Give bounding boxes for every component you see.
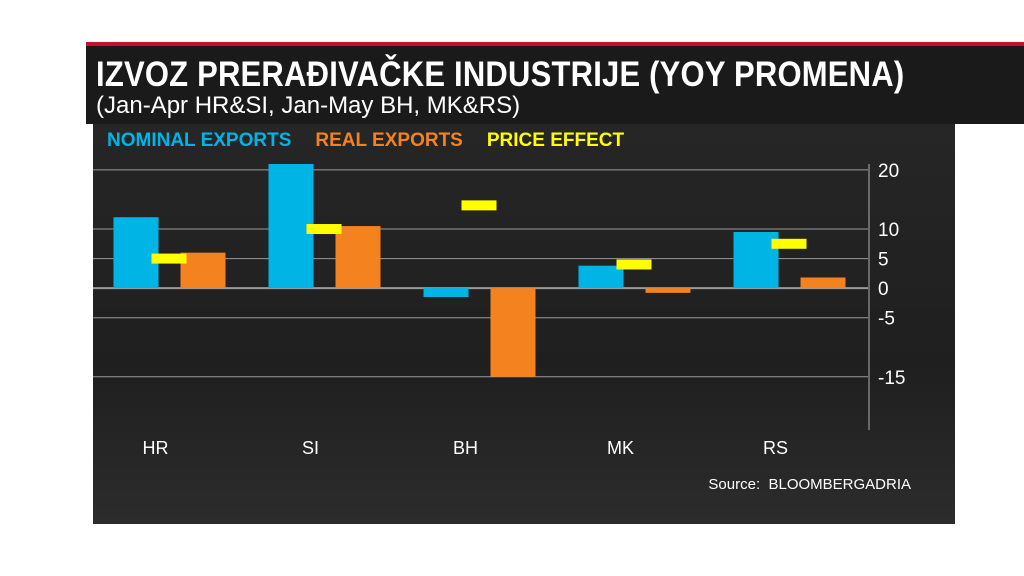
bar-nominal-exports-si [268, 164, 314, 289]
bar-nominal-exports-rs [733, 231, 779, 289]
bar-nominal-exports-bh [423, 288, 469, 297]
x-tick-label-bh: BH [453, 438, 478, 458]
x-tick-label-rs: RS [763, 438, 788, 458]
legend-price-effect: PRICE EFFECT [486, 130, 625, 151]
legend-real-exports: REAL EXPORTS [315, 130, 463, 151]
chart-legend: NOMINAL EXPORTS REAL EXPORTS PRICE EFFEC… [107, 130, 624, 152]
y-tick-label-0: 0 [878, 279, 889, 300]
x-tick-label-hr: HR [143, 438, 169, 458]
marker-price-effect-hr [151, 253, 187, 264]
y-tick-label-neg15: -15 [878, 368, 905, 389]
marker-price-effect-rs [771, 238, 807, 249]
chart-panel: 20 10 5 0 -5 -15 HR SI BH MK RS NOMINAL EXPORTS RE… [93, 124, 955, 524]
source-credit: Source: BLOOMBERGADRIA [708, 476, 911, 493]
y-tick-label-neg5: -5 [878, 309, 895, 330]
chart-subtitle: (Jan-Apr HR&SI, Jan-May BH, MK&RS) [96, 92, 521, 119]
bar-nominal-exports-mk [578, 265, 624, 289]
legend-nominal-exports: NOMINAL EXPORTS [107, 130, 292, 151]
source-label: Source: [708, 476, 761, 493]
bar-real-exports-mk [645, 288, 691, 293]
marker-price-effect-si [306, 224, 342, 235]
x-tick-label-mk: MK [607, 438, 634, 458]
bar-nominal-exports-hr [113, 217, 159, 289]
marker-price-effect-mk [616, 259, 652, 270]
chart-svg: 20 10 5 0 -5 -15 HR SI BH MK RS [93, 161, 905, 458]
marker-price-effect-bh [461, 200, 497, 211]
source-value: BLOOMBERGADRIA [768, 476, 911, 493]
y-tick-label-20: 20 [878, 161, 899, 182]
bar-real-exports-bh [490, 288, 536, 377]
bar-real-exports-rs [800, 277, 846, 289]
y-tick-label-5: 5 [878, 250, 889, 271]
bar-real-exports-si [335, 226, 381, 289]
chart-header: IZVOZ PRERAĐIVAČKE INDUSTRIJE (YOY PROME… [86, 42, 1024, 124]
y-tick-label-10: 10 [878, 220, 899, 241]
x-tick-label-si: SI [302, 438, 319, 458]
chart-title: IZVOZ PRERAĐIVAČKE INDUSTRIJE (YOY PROME… [96, 54, 905, 95]
bar-real-exports-hr [180, 252, 226, 289]
